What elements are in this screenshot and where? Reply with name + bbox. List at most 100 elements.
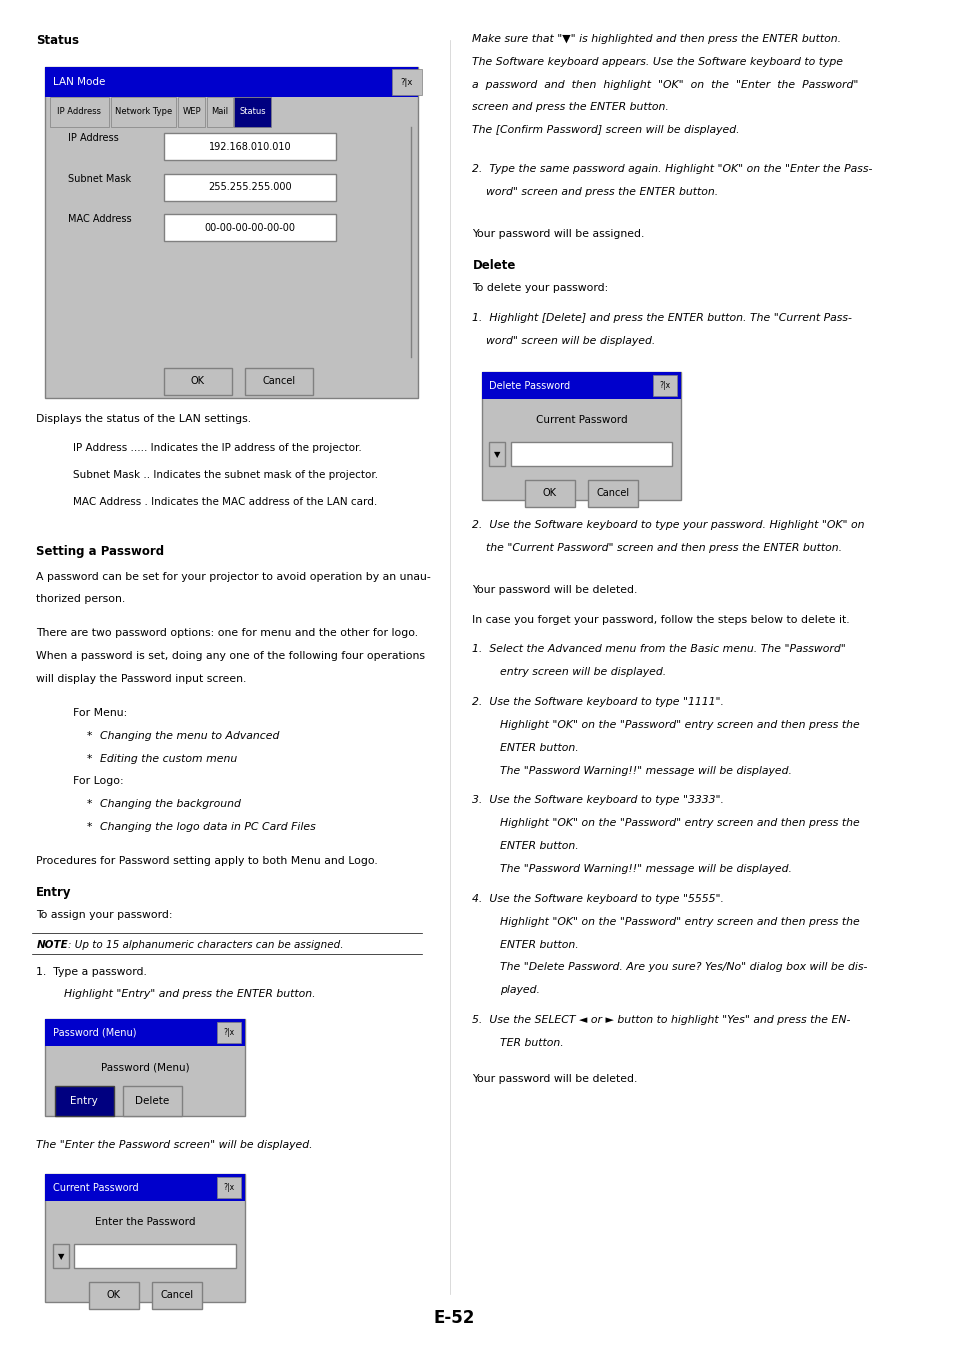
FancyBboxPatch shape bbox=[46, 1019, 245, 1046]
Text: OK: OK bbox=[191, 376, 204, 387]
Text: Subnet Mask: Subnet Mask bbox=[68, 174, 132, 183]
Text: Highlight "OK" on the "Password" entry screen and then press the: Highlight "OK" on the "Password" entry s… bbox=[499, 720, 859, 729]
FancyBboxPatch shape bbox=[178, 97, 205, 127]
Text: Your password will be deleted.: Your password will be deleted. bbox=[472, 585, 638, 594]
Text: Changing the background: Changing the background bbox=[100, 799, 240, 809]
Text: a  password  and  then  highlight  "OK"  on  the  "Enter  the  Password": a password and then highlight "OK" on th… bbox=[472, 80, 858, 89]
Text: *: * bbox=[86, 822, 91, 832]
Text: The "Password Warning!!" message will be displayed.: The "Password Warning!!" message will be… bbox=[499, 864, 791, 874]
Text: ENTER button.: ENTER button. bbox=[499, 841, 578, 851]
Text: Displays the status of the LAN settings.: Displays the status of the LAN settings. bbox=[36, 414, 252, 423]
Text: E-52: E-52 bbox=[433, 1309, 475, 1328]
Text: Highlight "OK" on the "Password" entry screen and then press the: Highlight "OK" on the "Password" entry s… bbox=[499, 917, 859, 926]
Text: *: * bbox=[86, 799, 91, 809]
FancyBboxPatch shape bbox=[234, 97, 271, 127]
Text: *: * bbox=[86, 731, 91, 740]
FancyBboxPatch shape bbox=[488, 442, 504, 466]
Text: Current Password: Current Password bbox=[535, 415, 627, 425]
Text: will display the Password input screen.: will display the Password input screen. bbox=[36, 674, 247, 683]
Text: 3.  Use the Software keyboard to type "3333".: 3. Use the Software keyboard to type "33… bbox=[472, 795, 723, 805]
Text: There are two password options: one for menu and the other for logo.: There are two password options: one for … bbox=[36, 628, 418, 638]
FancyBboxPatch shape bbox=[46, 67, 417, 97]
Text: Editing the custom menu: Editing the custom menu bbox=[100, 754, 237, 763]
Text: Subnet Mask .. Indicates the subnet mask of the projector.: Subnet Mask .. Indicates the subnet mask… bbox=[72, 470, 377, 480]
Text: ?|x: ?|x bbox=[659, 381, 670, 390]
Text: Enter the Password: Enter the Password bbox=[95, 1217, 195, 1227]
Text: Delete Password: Delete Password bbox=[488, 380, 569, 391]
Text: For Logo:: For Logo: bbox=[72, 776, 123, 786]
FancyBboxPatch shape bbox=[481, 372, 680, 399]
Text: OK: OK bbox=[542, 488, 556, 499]
FancyBboxPatch shape bbox=[52, 1244, 69, 1268]
Text: Procedures for Password setting apply to both Menu and Logo.: Procedures for Password setting apply to… bbox=[36, 856, 377, 865]
Text: : Up to 15 alphanumeric characters can be assigned.: : Up to 15 alphanumeric characters can b… bbox=[68, 940, 343, 950]
Text: The "Delete Password. Are you sure? Yes/No" dialog box will be dis-: The "Delete Password. Are you sure? Yes/… bbox=[499, 962, 866, 972]
Text: Password (Menu): Password (Menu) bbox=[101, 1062, 190, 1072]
Text: For Menu:: For Menu: bbox=[72, 708, 127, 717]
Text: 00-00-00-00-00-00: 00-00-00-00-00-00 bbox=[204, 222, 295, 233]
Text: ENTER button.: ENTER button. bbox=[499, 940, 578, 949]
FancyBboxPatch shape bbox=[123, 1086, 181, 1116]
Text: Delete: Delete bbox=[135, 1096, 169, 1107]
Text: WEP: WEP bbox=[182, 108, 201, 116]
Text: The "Enter the Password screen" will be displayed.: The "Enter the Password screen" will be … bbox=[36, 1140, 313, 1150]
FancyBboxPatch shape bbox=[46, 1174, 245, 1201]
Text: 2.  Type the same password again. Highlight "OK" on the "Enter the Pass-: 2. Type the same password again. Highlig… bbox=[472, 164, 872, 174]
FancyBboxPatch shape bbox=[481, 372, 680, 500]
Text: *: * bbox=[86, 754, 91, 763]
Text: ?|x: ?|x bbox=[223, 1184, 234, 1192]
FancyBboxPatch shape bbox=[163, 133, 335, 160]
Text: 5.  Use the SELECT ◄ or ► button to highlight "Yes" and press the EN-: 5. Use the SELECT ◄ or ► button to highl… bbox=[472, 1015, 850, 1024]
FancyBboxPatch shape bbox=[50, 97, 109, 127]
Text: 1.  Select the Advanced menu from the Basic menu. The "Password": 1. Select the Advanced menu from the Bas… bbox=[472, 644, 845, 654]
Text: 255.255.255.000: 255.255.255.000 bbox=[208, 182, 292, 193]
Text: Status: Status bbox=[239, 108, 266, 116]
Text: 1.  Type a password.: 1. Type a password. bbox=[36, 967, 147, 976]
Text: OK: OK bbox=[107, 1290, 120, 1301]
FancyBboxPatch shape bbox=[163, 368, 232, 395]
FancyBboxPatch shape bbox=[163, 214, 335, 241]
Text: Mail: Mail bbox=[211, 108, 228, 116]
FancyBboxPatch shape bbox=[46, 1174, 245, 1302]
Text: In case you forget your password, follow the steps below to delete it.: In case you forget your password, follow… bbox=[472, 615, 849, 624]
Text: TER button.: TER button. bbox=[499, 1038, 563, 1047]
Text: 2.  Use the Software keyboard to type your password. Highlight "OK" on: 2. Use the Software keyboard to type you… bbox=[472, 520, 864, 530]
FancyBboxPatch shape bbox=[588, 480, 638, 507]
Text: entry screen will be displayed.: entry screen will be displayed. bbox=[499, 667, 665, 677]
Text: The Software keyboard appears. Use the Software keyboard to type: The Software keyboard appears. Use the S… bbox=[472, 57, 842, 66]
Text: NOTE: NOTE bbox=[36, 940, 68, 950]
Text: Password (Menu): Password (Menu) bbox=[52, 1027, 136, 1038]
Text: IP Address: IP Address bbox=[68, 133, 119, 143]
Text: LAN Mode: LAN Mode bbox=[52, 77, 105, 88]
Text: Status: Status bbox=[36, 34, 79, 47]
Text: the "Current Password" screen and then press the ENTER button.: the "Current Password" screen and then p… bbox=[472, 543, 841, 553]
Text: The [Confirm Password] screen will be displayed.: The [Confirm Password] screen will be di… bbox=[472, 125, 740, 135]
Text: Changing the logo data in PC Card Files: Changing the logo data in PC Card Files bbox=[100, 822, 315, 832]
Text: Entry: Entry bbox=[36, 886, 71, 899]
Text: word" screen will be displayed.: word" screen will be displayed. bbox=[472, 336, 655, 345]
FancyBboxPatch shape bbox=[89, 1282, 138, 1309]
Text: To assign your password:: To assign your password: bbox=[36, 910, 172, 919]
FancyBboxPatch shape bbox=[245, 368, 314, 395]
Text: 192.168.010.010: 192.168.010.010 bbox=[209, 142, 291, 152]
Text: Cancel: Cancel bbox=[160, 1290, 193, 1301]
Text: Entry: Entry bbox=[71, 1096, 98, 1107]
Text: thorized person.: thorized person. bbox=[36, 594, 126, 604]
Text: 1.  Highlight [Delete] and press the ENTER button. The "Current Pass-: 1. Highlight [Delete] and press the ENTE… bbox=[472, 313, 851, 322]
Text: ENTER button.: ENTER button. bbox=[499, 743, 578, 752]
FancyBboxPatch shape bbox=[207, 97, 233, 127]
Text: Make sure that "▼" is highlighted and then press the ENTER button.: Make sure that "▼" is highlighted and th… bbox=[472, 34, 841, 43]
Text: 2.  Use the Software keyboard to type "1111".: 2. Use the Software keyboard to type "11… bbox=[472, 697, 723, 706]
Text: To delete your password:: To delete your password: bbox=[472, 283, 608, 293]
Text: MAC Address . Indicates the MAC address of the LAN card.: MAC Address . Indicates the MAC address … bbox=[72, 497, 376, 507]
FancyBboxPatch shape bbox=[111, 97, 176, 127]
FancyBboxPatch shape bbox=[524, 480, 574, 507]
Text: Highlight "Entry" and press the ENTER button.: Highlight "Entry" and press the ENTER bu… bbox=[64, 989, 314, 999]
FancyBboxPatch shape bbox=[163, 174, 335, 201]
Text: When a password is set, doing any one of the following four operations: When a password is set, doing any one of… bbox=[36, 651, 425, 661]
Bar bbox=[31, 934, 422, 957]
Text: Highlight "OK" on the "Password" entry screen and then press the: Highlight "OK" on the "Password" entry s… bbox=[499, 818, 859, 828]
FancyBboxPatch shape bbox=[510, 442, 672, 466]
Text: screen and press the ENTER button.: screen and press the ENTER button. bbox=[472, 102, 669, 112]
FancyBboxPatch shape bbox=[46, 1019, 245, 1116]
